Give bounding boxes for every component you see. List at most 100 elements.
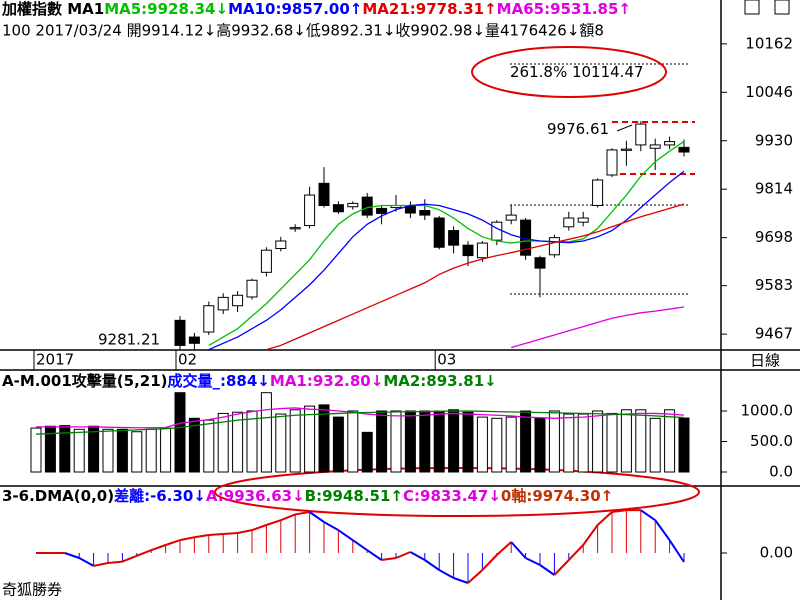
- volume-plot: [30, 392, 690, 473]
- dma-line: [381, 557, 397, 561]
- volume-bar: [376, 410, 388, 473]
- dma-line: [424, 559, 440, 571]
- panel-header: 3-6.DMA(0,0)差離:-6.30↓A:9936.63↓B:9948.51…: [2, 487, 613, 505]
- candle-body: [563, 217, 575, 228]
- icon-button[interactable]: [744, 0, 760, 15]
- panel-header: 加權指數 MA1MA5:9928.34↓MA10:9857.00↑MA21:97…: [1, 0, 631, 18]
- volume-bar: [347, 410, 359, 473]
- volume-bar: [260, 392, 272, 473]
- y-tick-label: 9814: [755, 180, 793, 198]
- candle-body: [606, 149, 618, 176]
- dma-line: [266, 519, 282, 526]
- candle-body: [347, 202, 359, 208]
- dma-line: [295, 511, 310, 516]
- header-item: C:9833.47↓: [403, 487, 501, 505]
- header-item: B:9948.51↑: [305, 487, 403, 505]
- candle-body: [505, 214, 517, 221]
- dma-line: [93, 562, 109, 567]
- annotation: 9976.61: [547, 120, 609, 138]
- x-tick-label: 02: [178, 351, 197, 369]
- volume-bar: [606, 412, 618, 473]
- volume-bar: [419, 410, 431, 473]
- candle-body: [462, 244, 474, 257]
- candle-body: [318, 182, 330, 206]
- y-tick-label: 0.0: [769, 463, 793, 481]
- volume-bar: [332, 416, 344, 473]
- ma-line: [511, 306, 685, 349]
- volume-bar: [563, 413, 575, 473]
- price-plot: [174, 121, 690, 350]
- dma-line: [251, 524, 267, 532]
- x-tick-label: 2017: [36, 351, 74, 369]
- header-item: MA10:9857.00↑: [228, 0, 362, 18]
- dma-line: [596, 511, 613, 526]
- volume-bar: [649, 417, 661, 473]
- volume-bar: [491, 417, 503, 473]
- candle-body: [361, 196, 373, 216]
- volume-bar: [59, 425, 71, 473]
- icon-button[interactable]: [774, 0, 790, 15]
- dma-line: [309, 511, 325, 523]
- volume-bar: [664, 409, 676, 473]
- candle-body: [448, 230, 460, 246]
- dma-line: [496, 541, 512, 556]
- volume-bar: [390, 410, 402, 473]
- dma-line: [194, 534, 209, 539]
- dma-line: [150, 544, 166, 552]
- volume-bar: [131, 431, 143, 473]
- volume-bar: [577, 413, 589, 473]
- volume-bar: [217, 412, 229, 473]
- volume-bar: [678, 417, 690, 473]
- dma-line: [136, 549, 152, 557]
- volume-bar: [304, 405, 316, 473]
- header-item: MA1:932.80↓: [270, 372, 383, 390]
- candle-body: [491, 221, 503, 241]
- candle-body: [188, 336, 200, 344]
- candle-body: [217, 296, 229, 311]
- candle-body: [433, 217, 445, 248]
- dma-line: [539, 564, 555, 576]
- dma-line: [668, 539, 685, 563]
- y-tick-label: 9583: [755, 276, 793, 294]
- header-item: MA5:9928.34↓: [104, 0, 228, 18]
- volume-bar: [203, 419, 215, 473]
- y-tick-label: 500.0: [750, 432, 793, 450]
- dma-line: [64, 552, 80, 559]
- volume-bar: [404, 410, 416, 473]
- dma-line: [323, 521, 339, 532]
- dma-line: [568, 544, 584, 561]
- annotation: 261.8% 10114.47: [510, 63, 644, 81]
- candle-body: [635, 123, 647, 146]
- volume-bar: [116, 428, 128, 473]
- x-tick-label: 03: [437, 351, 456, 369]
- dma-line: [165, 539, 181, 546]
- dma-line: [366, 549, 383, 561]
- dma-line: [553, 559, 570, 576]
- dma-line: [611, 509, 627, 513]
- candle-body: [304, 194, 316, 227]
- ma-line: [208, 170, 685, 350]
- candle-body: [203, 305, 215, 333]
- volume-bar: [462, 411, 474, 473]
- header-item: 加權指數 MA1: [1, 0, 104, 18]
- candle-body: [476, 242, 488, 259]
- dma-line: [280, 513, 296, 522]
- dma-line: [122, 554, 138, 563]
- candle-body: [649, 144, 661, 149]
- dma-line: [223, 532, 238, 535]
- y-tick-label: 1000.0: [741, 401, 794, 419]
- ma-line: [35, 410, 685, 435]
- y-tick-label: 10162: [745, 34, 793, 52]
- candle-body: [332, 204, 344, 213]
- alert-lines: [612, 121, 695, 175]
- dma-line: [467, 569, 484, 584]
- period-label: 日線: [750, 352, 780, 370]
- panel-header: A-M.001攻擊量(5,21)成交量_:884↓MA1:932.80↓MA2:…: [2, 372, 497, 390]
- annotation: 9281.21: [98, 331, 160, 349]
- y-tick-label: 9467: [755, 325, 793, 343]
- volume-bar: [246, 410, 258, 473]
- ma-line: [266, 203, 685, 350]
- candle-body: [376, 207, 388, 214]
